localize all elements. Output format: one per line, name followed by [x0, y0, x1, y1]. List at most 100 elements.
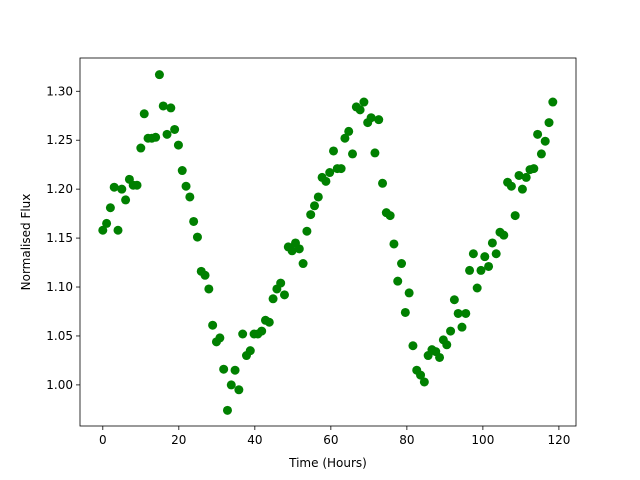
point: [177, 166, 187, 176]
point: [113, 225, 123, 235]
point: [416, 370, 426, 380]
point: [132, 180, 142, 190]
point: [173, 140, 183, 150]
x-tick-label: 20: [171, 433, 186, 447]
point: [257, 326, 267, 336]
point: [264, 317, 274, 327]
point: [540, 136, 550, 146]
point: [310, 201, 320, 211]
x-tick-label: 60: [323, 433, 338, 447]
point: [298, 259, 308, 269]
point: [181, 181, 191, 191]
x-tick-label: 40: [247, 433, 262, 447]
point: [226, 380, 236, 390]
point: [222, 405, 232, 415]
y-tick-label: 1.20: [46, 182, 73, 196]
point: [276, 278, 286, 288]
y-tick-label: 1.10: [46, 280, 73, 294]
point: [121, 195, 131, 205]
point: [491, 249, 501, 259]
point: [208, 320, 218, 330]
point: [536, 149, 546, 159]
point: [109, 182, 119, 192]
point: [325, 168, 335, 178]
point: [521, 172, 531, 182]
point: [476, 265, 486, 275]
point: [529, 164, 539, 174]
point: [238, 329, 248, 339]
point: [279, 290, 289, 300]
point: [162, 129, 172, 139]
point: [435, 352, 445, 362]
point: [517, 184, 527, 194]
point: [461, 308, 471, 318]
point: [400, 307, 410, 317]
point: [378, 178, 388, 188]
point: [105, 203, 115, 213]
point: [548, 97, 558, 107]
y-tick-label: 1.00: [46, 378, 73, 392]
point: [117, 184, 127, 194]
point: [200, 270, 210, 280]
point: [245, 346, 255, 356]
point: [457, 322, 467, 332]
point: [359, 97, 369, 107]
point: [185, 192, 195, 202]
point: [189, 216, 199, 226]
point: [313, 192, 323, 202]
point: [136, 143, 146, 153]
point: [408, 341, 418, 351]
point: [219, 364, 229, 374]
point: [487, 238, 497, 248]
point: [204, 284, 214, 294]
point: [442, 340, 452, 350]
point: [465, 265, 475, 275]
point: [393, 276, 403, 286]
point: [480, 252, 490, 262]
point: [533, 129, 543, 139]
point: [170, 124, 180, 134]
point: [385, 211, 395, 221]
point: [139, 109, 149, 119]
point: [453, 308, 463, 318]
point: [484, 261, 494, 271]
point: [306, 210, 316, 220]
y-tick-label: 1.25: [46, 133, 73, 147]
point: [215, 333, 225, 343]
point: [419, 377, 429, 387]
point: [294, 244, 304, 254]
point: [449, 295, 459, 305]
point: [514, 170, 524, 180]
point: [397, 259, 407, 269]
point: [468, 249, 478, 259]
point: [348, 149, 358, 159]
y-tick-label: 1.05: [46, 329, 73, 343]
point: [302, 226, 312, 236]
point: [166, 103, 176, 113]
point: [158, 101, 168, 111]
point: [102, 218, 112, 228]
point: [355, 105, 365, 115]
point: [370, 148, 380, 158]
point: [544, 118, 554, 128]
y-axis-label: Normalised Flux: [19, 194, 33, 291]
x-tick-label: 0: [99, 433, 107, 447]
point: [268, 294, 278, 304]
point: [510, 211, 520, 221]
point: [506, 181, 516, 191]
x-tick-label: 80: [399, 433, 414, 447]
y-tick-label: 1.15: [46, 231, 73, 245]
point: [154, 70, 164, 80]
point: [340, 133, 350, 143]
point: [329, 146, 339, 156]
plot-frame: [79, 57, 577, 427]
point: [336, 164, 346, 174]
point: [389, 239, 399, 249]
x-tick-label: 120: [547, 433, 570, 447]
point: [344, 126, 354, 136]
x-tick-label: 100: [471, 433, 494, 447]
x-axis-label: Time (Hours): [288, 456, 367, 470]
point: [374, 115, 384, 125]
point: [366, 113, 376, 123]
